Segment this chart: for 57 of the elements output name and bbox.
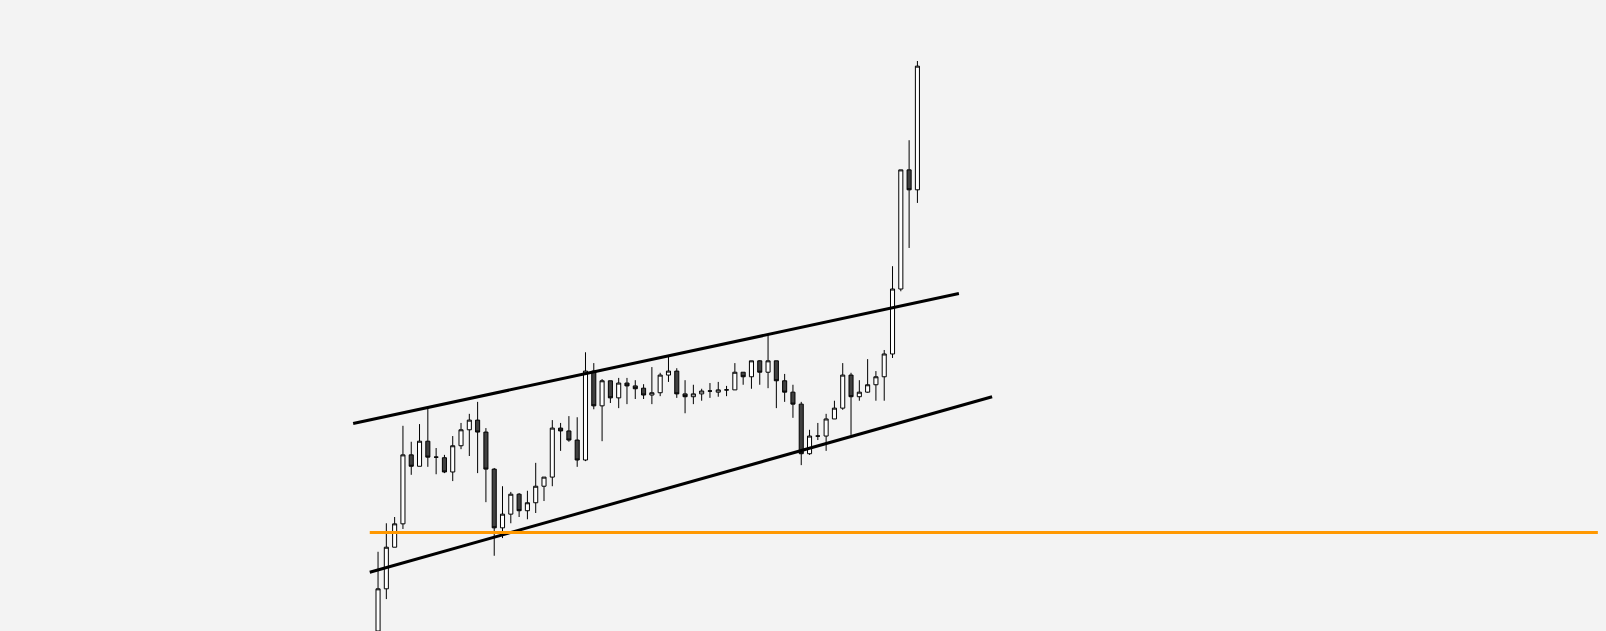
candlestick [541,476,547,502]
candlestick [732,362,738,391]
candlestick [499,485,506,539]
candlestick [790,384,796,419]
candlestick [831,400,837,420]
candlestick [715,381,721,398]
candlestick [873,370,879,402]
candlestick [748,360,754,390]
candlestick [773,360,779,409]
candlestick [906,139,912,249]
candlestick [417,423,423,467]
candlestick [558,422,564,452]
candlestick [483,427,489,503]
candlestick [524,490,530,520]
candlestick [881,349,887,402]
candlestick [798,401,804,466]
candlestick [649,366,655,405]
candlestick [591,362,597,410]
candlestick [607,380,613,404]
candlestick [856,379,862,402]
candlestick [441,454,447,474]
candlestick [823,413,829,452]
candlestick [898,169,904,292]
candlestick [508,491,514,524]
candlestick [566,415,572,443]
candlestick [641,383,647,400]
candlestick [433,447,439,475]
candlestick [815,422,821,441]
candlestick [665,356,672,383]
candlestick [516,492,522,518]
candlestick [840,362,846,411]
candlestick [408,441,414,476]
candlestick [724,385,730,397]
candlestick [616,377,622,409]
candlestick [475,401,481,474]
candlestick [699,388,705,402]
candlestick [599,378,605,442]
candlestick [782,373,788,403]
candlestick [657,372,663,397]
candlestick [466,413,472,457]
candlestick [682,379,688,414]
candlestick [914,61,920,204]
candlestick [574,416,580,468]
candlestick [533,462,539,514]
candlestick [690,384,696,405]
candlestick [757,359,763,386]
candlestick [674,367,680,399]
candlestick [865,358,871,394]
candlestick [624,377,630,405]
candlestick [400,425,406,530]
candlestick [491,467,497,557]
candlestick [632,379,638,400]
candlestick [765,334,771,389]
candlestick [549,419,555,487]
candlestick [740,371,746,386]
candlestick [458,422,464,450]
candlestick [450,435,456,482]
